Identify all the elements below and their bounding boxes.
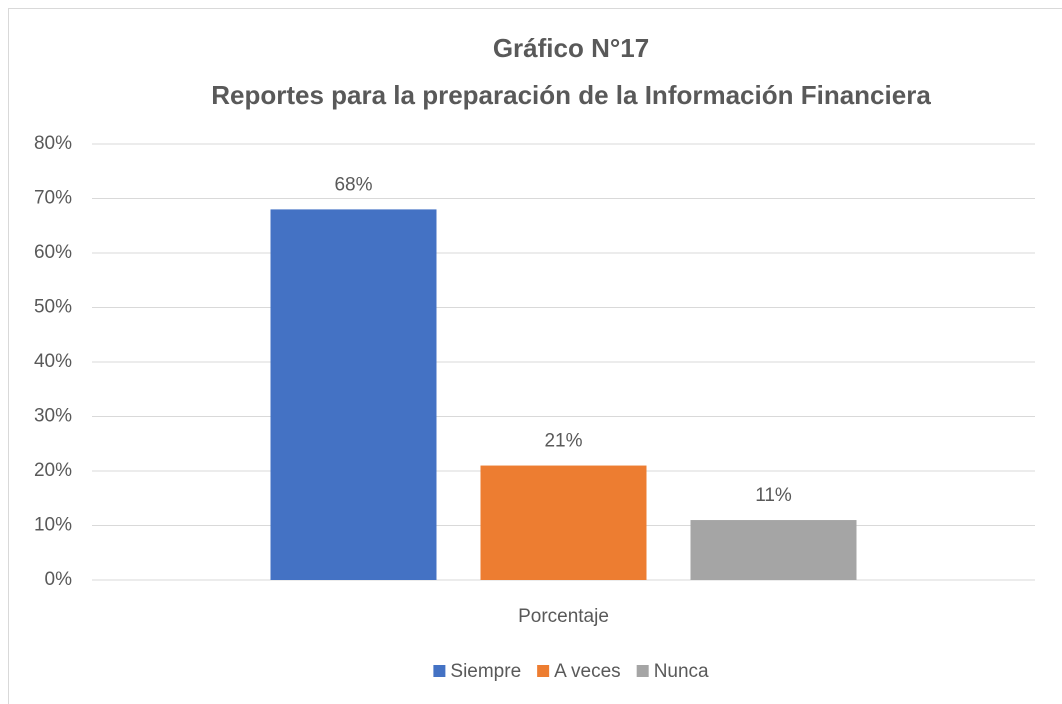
bar bbox=[480, 465, 647, 580]
data-label: 11% bbox=[755, 485, 792, 506]
y-tick-label: 70% bbox=[34, 188, 72, 209]
bar bbox=[690, 520, 857, 580]
legend-swatch bbox=[433, 665, 446, 677]
y-tick-label: 40% bbox=[34, 351, 72, 372]
y-tick-label: 80% bbox=[34, 133, 72, 154]
legend-label: A veces bbox=[554, 661, 621, 682]
legend-label: Nunca bbox=[654, 661, 709, 682]
y-tick-label: 10% bbox=[34, 515, 72, 536]
y-tick-label: 30% bbox=[34, 406, 72, 427]
bar bbox=[270, 209, 437, 580]
legend-swatch bbox=[537, 665, 550, 677]
data-label: 68% bbox=[334, 174, 372, 195]
legend-label: Siempre bbox=[450, 661, 521, 682]
y-tick-label: 50% bbox=[34, 297, 72, 318]
chart-border bbox=[8, 8, 1062, 704]
legend-swatch bbox=[636, 665, 649, 677]
x-tick-label: Porcentaje bbox=[518, 606, 609, 627]
y-tick-label: 60% bbox=[34, 242, 72, 263]
chart-title: Gráfico N°17 bbox=[493, 33, 649, 63]
data-label: 21% bbox=[544, 431, 582, 452]
chart-subtitle: Reportes para la preparación de la Infor… bbox=[211, 80, 931, 110]
y-tick-label: 20% bbox=[34, 460, 72, 481]
y-tick-label: 0% bbox=[45, 569, 73, 590]
